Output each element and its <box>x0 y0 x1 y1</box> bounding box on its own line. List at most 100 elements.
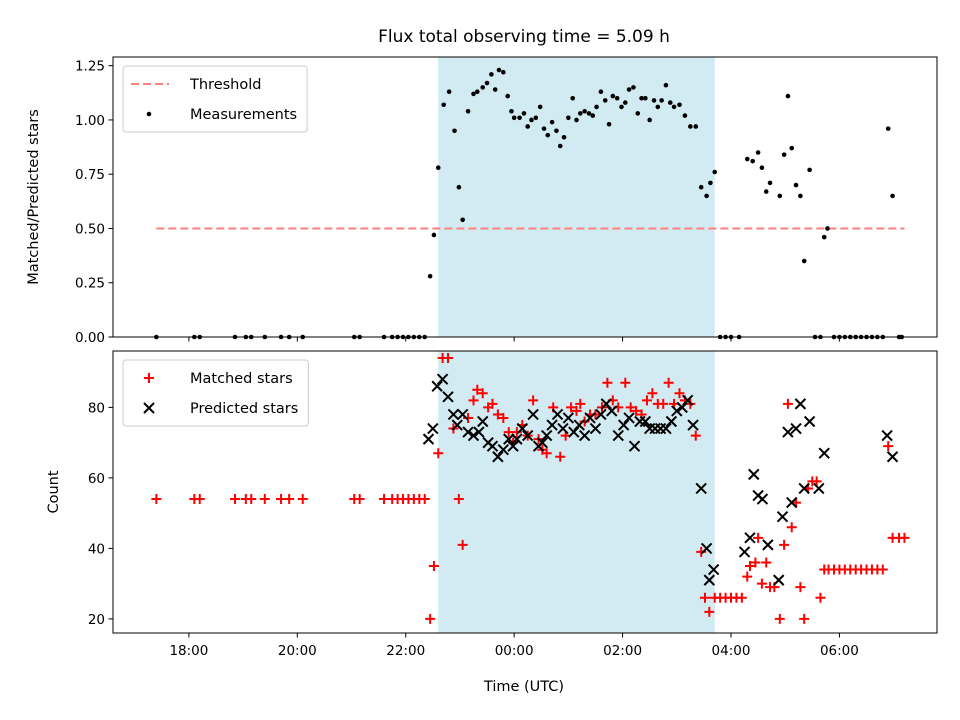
measurement-point <box>885 126 891 131</box>
predicted-star-point <box>738 546 751 558</box>
measurement-point <box>594 104 599 110</box>
measurement-point <box>647 117 652 123</box>
matched-star-point <box>641 395 652 406</box>
plot-frame <box>112 56 938 338</box>
matched-star-point <box>815 592 826 603</box>
legend-label: Measurements <box>190 107 297 123</box>
measurement-point <box>517 115 522 121</box>
matched-star-point <box>761 557 772 568</box>
matched-star-point <box>528 395 539 406</box>
measurement-point <box>763 189 769 194</box>
predicted-star-point <box>511 433 523 445</box>
predicted-star-point <box>790 422 802 435</box>
predicted-star-point <box>798 482 810 495</box>
measurement-point <box>566 115 571 121</box>
matched-star-point <box>786 522 797 533</box>
matched-star-point <box>425 613 436 624</box>
predicted-star-point <box>546 419 558 431</box>
measurement-point <box>667 100 673 105</box>
matched-star-point <box>428 561 439 572</box>
x-tick-label: 06:00 <box>820 643 859 659</box>
measurement-point <box>511 115 517 121</box>
matched-star-point <box>457 539 468 550</box>
predicted-star-point <box>748 468 760 481</box>
matched-star-point <box>620 377 631 388</box>
predicted-star-point <box>436 373 449 385</box>
measurement-point <box>890 193 895 199</box>
measurement-point <box>789 145 795 151</box>
measurement-point <box>525 124 531 129</box>
measurement-point <box>663 82 669 88</box>
matched-star-point <box>354 494 365 505</box>
matched-star-point <box>575 398 586 409</box>
measurement-point <box>755 150 761 155</box>
measurement-point <box>801 258 807 264</box>
predicted-star-point <box>568 426 580 438</box>
measurement-point <box>465 108 471 114</box>
measurement-point <box>533 115 539 121</box>
predicted-star-point <box>507 440 519 452</box>
measurement-point <box>671 104 677 110</box>
measurement-point <box>606 121 612 127</box>
matched-star-point <box>571 405 582 416</box>
matched-star-point <box>736 592 747 603</box>
y-tick-label: 0.75 <box>75 167 105 183</box>
matched-star-point <box>194 494 205 505</box>
measurement-point <box>825 226 830 231</box>
predicted-star-point <box>707 563 720 576</box>
y-axis-label: Count <box>46 470 62 513</box>
predicted-star-point <box>744 532 756 544</box>
predicted-star-point <box>676 401 688 414</box>
measurement-point <box>631 85 636 90</box>
matched-star-point <box>674 388 685 399</box>
matched-star-point <box>899 532 910 543</box>
measurement-point <box>677 102 682 108</box>
measurement-point <box>614 95 620 101</box>
measurement-point <box>456 184 462 190</box>
matched-star-point <box>742 571 753 582</box>
count-panel: 20 40 60 80 18:00 20:00 22:00 00:00 02:00 04:00 06… <box>46 350 938 659</box>
predicted-star-point <box>623 412 635 424</box>
matched-star-point <box>229 494 240 505</box>
y-tick-label: 1.25 <box>75 59 105 75</box>
matched-star-point <box>443 353 454 364</box>
observing-span <box>438 351 715 633</box>
measurement-point <box>521 111 527 116</box>
legend-measurement-swatch <box>146 111 152 117</box>
matched-star-point <box>625 402 636 413</box>
measurement-point <box>586 111 592 116</box>
measurement-point <box>570 95 576 101</box>
y-tick-label: 0.00 <box>75 330 105 346</box>
predicted-star-point <box>516 422 528 435</box>
measurement-point <box>785 93 791 99</box>
predicted-star-point <box>612 429 624 442</box>
y-tick-label: 60 <box>88 471 105 487</box>
measurement-point <box>602 98 608 103</box>
predicted-star-point <box>803 415 816 428</box>
predicted-star-point <box>451 419 463 431</box>
measurement-point <box>622 100 628 105</box>
y-tick-label: 80 <box>88 400 105 416</box>
measurement-point <box>698 184 704 190</box>
matched-star-point <box>284 494 295 505</box>
predicted-star-point <box>473 426 485 438</box>
measurement-point <box>598 89 604 95</box>
measurement-point <box>712 169 718 175</box>
matched-star-point <box>782 398 793 409</box>
matched-star-point <box>259 494 270 505</box>
matched-star-point <box>463 412 474 423</box>
measurement-point <box>496 67 502 73</box>
chart-title: Flux total observing time = 5.09 h <box>378 27 670 47</box>
predicted-star-point <box>462 426 474 438</box>
matched-star-point <box>647 388 658 399</box>
measurement-point <box>651 98 657 103</box>
x-tick-label: 02:00 <box>603 643 642 659</box>
measurement-point <box>574 117 579 123</box>
measurement-point <box>537 104 543 110</box>
measurement-point <box>427 273 433 279</box>
matched-star-point <box>753 532 764 543</box>
predicted-star-point <box>794 398 807 410</box>
measurement-point <box>489 72 494 77</box>
predicted-star-point <box>786 496 798 509</box>
